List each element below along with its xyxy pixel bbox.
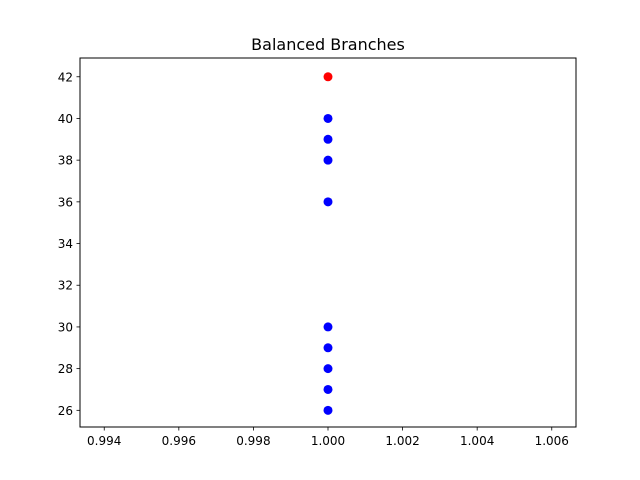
data-point <box>323 72 333 82</box>
y-tick-label: 36 <box>58 195 73 209</box>
series-0 <box>323 113 333 415</box>
series-1 <box>323 72 333 82</box>
y-tick-label: 38 <box>58 154 73 168</box>
data-point <box>323 384 333 394</box>
data-point <box>323 364 333 374</box>
plot-area <box>323 72 333 415</box>
data-point <box>323 322 333 332</box>
axis-ticks: 0.994 0.996 0.998 1.000 1.002 1.004 1.006 26 28 3… <box>58 70 569 448</box>
axes-frame <box>79 57 577 428</box>
x-tick-label: 0.994 <box>87 434 121 448</box>
x-tick-label: 1.004 <box>460 434 494 448</box>
y-tick-label: 40 <box>58 112 73 126</box>
y-tick-label: 32 <box>58 279 73 293</box>
y-tick-label: 30 <box>58 320 73 334</box>
data-point <box>323 343 333 353</box>
chart-title: Balanced Branches <box>251 35 405 54</box>
data-point <box>323 197 333 207</box>
y-tick-label: 34 <box>58 237 73 251</box>
y-tick-label: 42 <box>58 70 73 84</box>
x-tick-label: 1.002 <box>385 434 419 448</box>
data-point <box>323 134 333 144</box>
data-point <box>323 113 333 123</box>
x-tick-label: 1.006 <box>535 434 569 448</box>
y-tick-label: 28 <box>58 362 73 376</box>
y-tick-label: 26 <box>58 404 73 418</box>
x-tick-label: 1.000 <box>311 434 345 448</box>
x-tick-label: 0.996 <box>162 434 196 448</box>
data-point <box>323 155 333 165</box>
data-point <box>323 405 333 415</box>
x-tick-label: 0.998 <box>236 434 270 448</box>
